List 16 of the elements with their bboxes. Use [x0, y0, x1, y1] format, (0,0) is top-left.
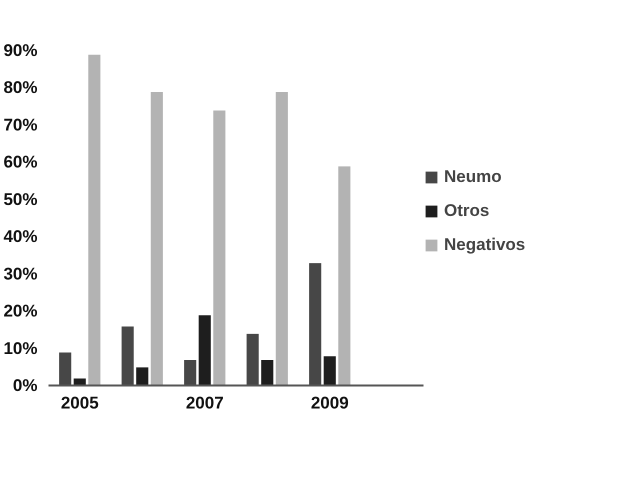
- y-tick-label: 10%: [3, 338, 38, 358]
- y-tick-label: 80%: [3, 78, 38, 98]
- y-tick-label: 40%: [3, 227, 38, 246]
- legend-label: Negativos: [444, 235, 526, 255]
- y-tick-label: 20%: [3, 302, 38, 321]
- y-tick-label: 50%: [3, 190, 38, 209]
- y-tick-label: 70%: [3, 115, 38, 134]
- legend-label: Neumo: [444, 167, 502, 187]
- legend-label: Otros: [444, 201, 490, 221]
- y-tick-label: 90%: [3, 41, 38, 60]
- y-tick-label: 0%: [12, 376, 38, 395]
- x-tick-label: 2005: [60, 394, 99, 412]
- y-tick-label: 30%: [3, 264, 38, 284]
- x-tick-label: 2007: [186, 394, 224, 412]
- x-tick-label: 2009: [310, 394, 349, 412]
- y-tick-label: 60%: [3, 152, 38, 172]
